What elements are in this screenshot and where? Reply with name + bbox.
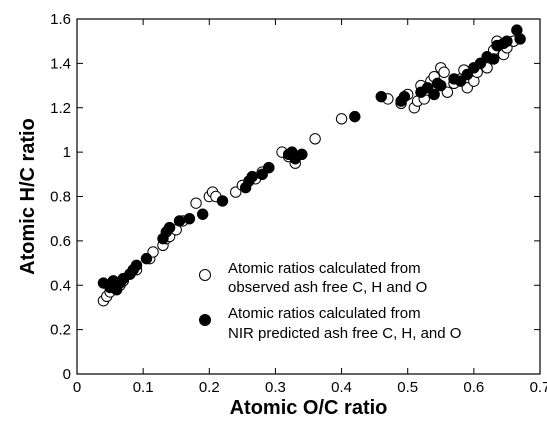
x-tick-label: 0.3: [265, 379, 286, 396]
observed-point: [335, 113, 348, 125]
predicted-point: [375, 90, 387, 103]
legend-label-predicted-line1: Atomic ratios calculated from: [228, 305, 421, 322]
x-axis: 0 0.1 0.2 0.3 0.4 0.5 0.6 0.7: [73, 19, 547, 396]
legend-marker-predicted: [199, 314, 211, 326]
legend-label-observed-line2: observed ash free C, H and O: [228, 279, 427, 296]
predicted-point: [349, 110, 361, 123]
predicted-point: [130, 259, 143, 271]
observed-point: [438, 66, 450, 78]
predicted-point: [421, 82, 434, 94]
x-tick-label: 0.5: [397, 379, 418, 396]
plot-marks: [97, 24, 526, 307]
observed-point: [309, 133, 321, 145]
predicted-point: [196, 208, 209, 220]
predicted-point: [163, 221, 176, 234]
predicted-point: [296, 148, 308, 161]
observed-point: [230, 186, 242, 198]
predicted-point: [454, 75, 467, 87]
predicted-point: [246, 170, 258, 183]
y-tick-label: 0.4: [50, 277, 71, 294]
predicted-point: [263, 161, 275, 174]
x-tick-label: 0.4: [331, 379, 352, 396]
y-tick-label: 1.6: [50, 11, 71, 28]
y-tick-label: 0.6: [50, 233, 71, 250]
predicted-point: [435, 79, 447, 92]
legend-marker-observed: [199, 269, 211, 281]
y-tick-label: 1: [63, 144, 71, 161]
predicted-point: [173, 215, 186, 227]
predicted-point: [398, 90, 411, 103]
y-tick-label: 1.4: [50, 55, 71, 72]
observed-point: [441, 86, 454, 98]
predicted-point: [514, 33, 526, 45]
predicted-point: [216, 195, 229, 207]
x-tick-label: 0.1: [133, 379, 154, 396]
x-axis-title: Atomic O/C ratio: [230, 397, 388, 419]
legend-label-predicted-line2: NIR predicted ash free C, H, and O: [228, 325, 461, 342]
y-tick-label: 0: [63, 366, 71, 383]
predicted-point: [461, 68, 473, 81]
predicted-point: [474, 57, 487, 70]
observed-point: [147, 246, 159, 258]
x-tick-label: 0.7: [530, 379, 547, 396]
observed-point: [190, 197, 202, 209]
y-axis: 0 0.2 0.4 0.6 0.8 1 1.2 1.4 1.6: [50, 11, 540, 383]
y-tick-label: 0.8: [50, 189, 71, 206]
y-tick-label: 1.2: [50, 100, 71, 117]
predicted-point: [183, 212, 196, 225]
x-tick-label: 0.6: [463, 379, 484, 396]
observed-point: [461, 82, 473, 94]
predicted-point: [256, 168, 268, 181]
predicted-point: [140, 252, 153, 265]
x-tick-label: 0: [73, 379, 81, 396]
predicted-point: [501, 35, 513, 47]
x-tick-label: 0.2: [199, 379, 220, 396]
predicted-point: [428, 88, 440, 101]
legend-label-observed-line1: Atomic ratios calculated from: [228, 260, 421, 277]
legend: Atomic ratios calculated from observed a…: [199, 260, 461, 342]
y-axis-title: Atomic H/C ratio: [17, 118, 39, 275]
predicted-point: [488, 53, 500, 65]
y-tick-label: 0.2: [50, 322, 71, 339]
